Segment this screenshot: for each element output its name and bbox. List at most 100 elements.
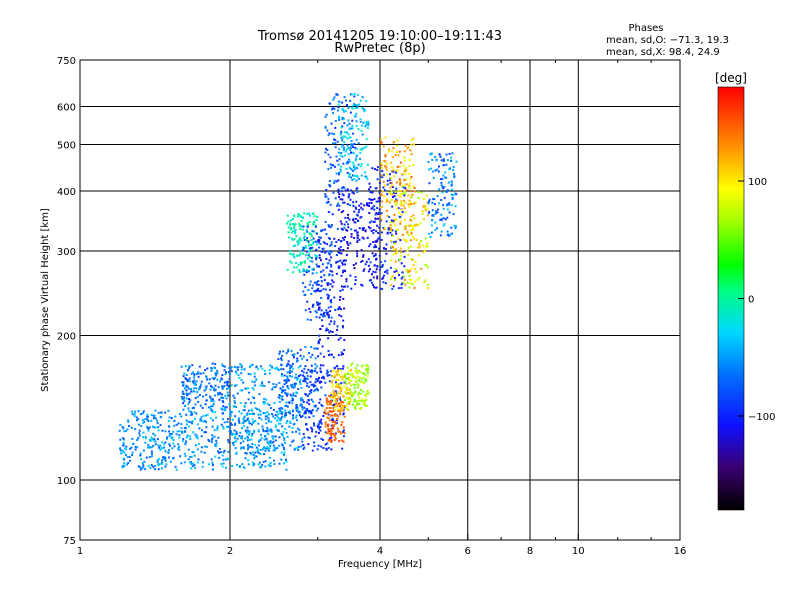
o-mode-point: [184, 377, 187, 380]
x-mode-point: [413, 286, 416, 289]
o-mode-point: [146, 415, 149, 418]
x-mode-point: [405, 183, 408, 186]
o-mode-point: [317, 378, 320, 381]
x-mode-point: [430, 231, 433, 234]
o-mode-point: [336, 159, 339, 162]
x-mode-point: [338, 396, 341, 399]
o-mode-point: [354, 229, 356, 232]
o-mode-point: [353, 174, 355, 177]
o-mode-point: [231, 418, 234, 421]
o-mode-point: [338, 118, 341, 121]
o-mode-point: [181, 381, 184, 384]
o-mode-point: [261, 463, 264, 466]
o-mode-point: [315, 289, 318, 291]
o-mode-point: [332, 356, 335, 359]
o-mode-point: [285, 380, 288, 383]
o-mode-point: [371, 191, 374, 194]
o-mode-point: [370, 201, 373, 204]
o-mode-point: [212, 419, 214, 422]
o-mode-point: [209, 388, 212, 391]
o-mode-point: [177, 447, 180, 450]
o-mode-point: [302, 290, 305, 293]
o-mode-point: [222, 458, 225, 461]
o-mode-point: [352, 219, 355, 222]
o-mode-point: [315, 271, 318, 274]
x-mode-point: [339, 413, 342, 416]
o-mode-point: [325, 372, 328, 375]
o-mode-point: [272, 383, 275, 385]
o-mode-point: [357, 211, 360, 214]
o-mode-point: [376, 207, 379, 209]
o-mode-point: [320, 284, 323, 287]
o-mode-point: [361, 147, 364, 150]
x-mode-point: [389, 224, 392, 227]
x-mode-point: [437, 170, 440, 173]
x-mode-point: [405, 224, 408, 227]
o-mode-point: [166, 436, 169, 439]
o-mode-point: [298, 225, 301, 228]
o-mode-point: [217, 392, 220, 395]
x-mode-point: [453, 172, 456, 175]
o-mode-point: [347, 194, 350, 197]
x-tick-label: 1: [77, 546, 83, 557]
x-mode-point: [339, 430, 342, 433]
x-mode-point: [382, 180, 385, 183]
o-mode-point: [210, 417, 213, 420]
x-mode-point: [411, 236, 414, 238]
o-mode-point: [293, 215, 296, 218]
o-mode-point: [148, 456, 151, 459]
o-mode-point: [187, 425, 190, 428]
o-mode-point: [340, 145, 343, 148]
o-mode-point: [337, 191, 340, 194]
o-mode-point: [332, 112, 334, 115]
x-mode-point: [333, 408, 336, 411]
o-mode-point: [371, 252, 374, 255]
x-axis-label: Frequency [MHz]: [338, 559, 422, 570]
o-mode-point: [221, 363, 224, 366]
x-mode-point: [401, 233, 404, 236]
o-mode-point: [395, 232, 398, 235]
o-mode-point: [316, 216, 319, 218]
o-mode-point: [331, 274, 334, 277]
o-mode-point: [306, 359, 309, 362]
x-mode-point: [390, 161, 392, 164]
x-mode-point: [424, 207, 427, 210]
o-mode-point: [140, 425, 143, 428]
o-mode-point: [343, 223, 346, 226]
o-mode-point: [292, 230, 295, 232]
o-mode-point: [233, 406, 236, 408]
o-mode-point: [317, 280, 320, 283]
o-mode-point: [200, 450, 203, 453]
o-mode-point: [283, 462, 286, 465]
o-mode-point: [357, 163, 360, 166]
x-mode-point: [357, 399, 360, 402]
o-mode-point: [187, 387, 190, 390]
o-mode-point: [251, 387, 254, 389]
o-mode-point: [142, 449, 145, 452]
x-mode-point: [344, 399, 347, 402]
o-mode-point: [306, 378, 309, 381]
o-mode-point: [377, 200, 380, 203]
o-mode-point: [298, 414, 301, 417]
x-mode-point: [403, 238, 406, 241]
o-mode-point: [399, 239, 402, 242]
o-mode-point: [316, 301, 319, 304]
o-mode-point: [300, 403, 303, 406]
o-mode-point: [240, 447, 243, 450]
x-mode-point: [404, 211, 407, 214]
o-mode-point: [344, 270, 347, 273]
o-mode-point: [263, 438, 266, 441]
x-mode-point: [339, 403, 342, 406]
o-mode-point: [318, 246, 321, 249]
o-mode-point: [329, 156, 332, 159]
o-mode-point: [403, 255, 406, 258]
o-mode-point: [348, 128, 351, 131]
o-mode-point: [385, 220, 388, 223]
o-mode-point: [310, 389, 313, 391]
x-mode-point: [404, 218, 406, 221]
o-mode-point: [216, 372, 219, 375]
o-mode-point: [196, 395, 199, 398]
o-mode-point: [229, 413, 232, 416]
x-mode-point: [379, 214, 382, 217]
x-mode-point: [332, 432, 335, 435]
